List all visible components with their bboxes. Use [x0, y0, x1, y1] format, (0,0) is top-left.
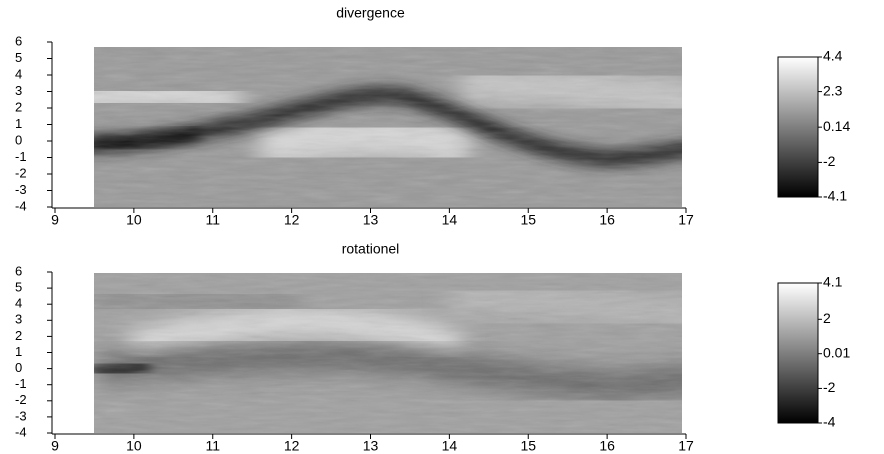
y-tick-label: 2: [15, 99, 22, 114]
colorbar-tick-label: 0.01: [823, 344, 850, 360]
x-tick-label: 10: [126, 212, 142, 228]
colorbar-tick-label: 2.3: [823, 82, 843, 98]
colorbar: [777, 56, 819, 198]
x-tick-label: 17: [678, 212, 694, 228]
x-tick-label: 10: [126, 438, 142, 454]
x-tick-label: 16: [599, 212, 615, 228]
y-tick-label: -2: [15, 165, 27, 180]
x-tick-label: 16: [599, 438, 615, 454]
y-tick-label: 4: [15, 66, 22, 81]
x-tick-label: 13: [363, 438, 379, 454]
x-tick-label: 12: [284, 212, 300, 228]
y-tick-label: 0: [15, 132, 22, 147]
y-tick-label: -4: [15, 424, 27, 439]
y-tick-label: -2: [15, 392, 27, 407]
colorbar-tick-label: 4.4: [823, 48, 843, 64]
x-tick-label: 9: [51, 438, 59, 454]
y-tick-label: 5: [15, 50, 22, 65]
x-tick-label: 15: [520, 212, 536, 228]
x-tick-label: 14: [442, 438, 458, 454]
y-tick-label: 4: [15, 296, 22, 311]
x-tick-label: 9: [51, 212, 59, 228]
heatmap-image: [94, 47, 682, 207]
y-tick-label: 5: [15, 280, 22, 295]
x-tick-label: 15: [520, 438, 536, 454]
chart-title: divergence: [336, 5, 405, 21]
colorbar-tick-label: -4.1: [823, 188, 847, 204]
chart-title: rotationel: [342, 241, 400, 257]
y-tick-label: 6: [15, 263, 22, 278]
y-tick-label: -1: [15, 376, 27, 391]
y-tick-label: -3: [15, 408, 27, 423]
x-tick-label: 11: [205, 212, 220, 228]
colorbar-tick-label: 2: [823, 310, 831, 326]
colorbar-tick-label: 4.1: [823, 274, 843, 290]
x-tick-label: 17: [678, 438, 694, 454]
x-tick-label: 11: [205, 438, 220, 454]
y-tick-label: 0: [15, 360, 22, 375]
colorbar-tick-label: -2: [823, 153, 836, 169]
y-tick-label: -1: [15, 149, 27, 164]
colorbar-tick-label: -2: [823, 379, 836, 395]
y-tick-label: 2: [15, 328, 22, 343]
heatmap-image: [94, 273, 682, 433]
x-tick-label: 13: [363, 212, 379, 228]
x-tick-label: 14: [442, 212, 458, 228]
x-tick-label: 12: [284, 438, 300, 454]
colorbar: [777, 282, 819, 424]
y-tick-label: -3: [15, 182, 27, 197]
y-tick-label: 6: [15, 33, 22, 48]
colorbar-tick-label: 0.14: [823, 118, 850, 134]
colorbar-tick-label: -4: [823, 414, 836, 430]
y-tick-label: 1: [15, 116, 22, 131]
y-tick-label: -4: [15, 198, 27, 213]
y-tick-label: 1: [15, 344, 22, 359]
y-tick-label: 3: [15, 83, 22, 98]
y-tick-label: 3: [15, 312, 22, 327]
